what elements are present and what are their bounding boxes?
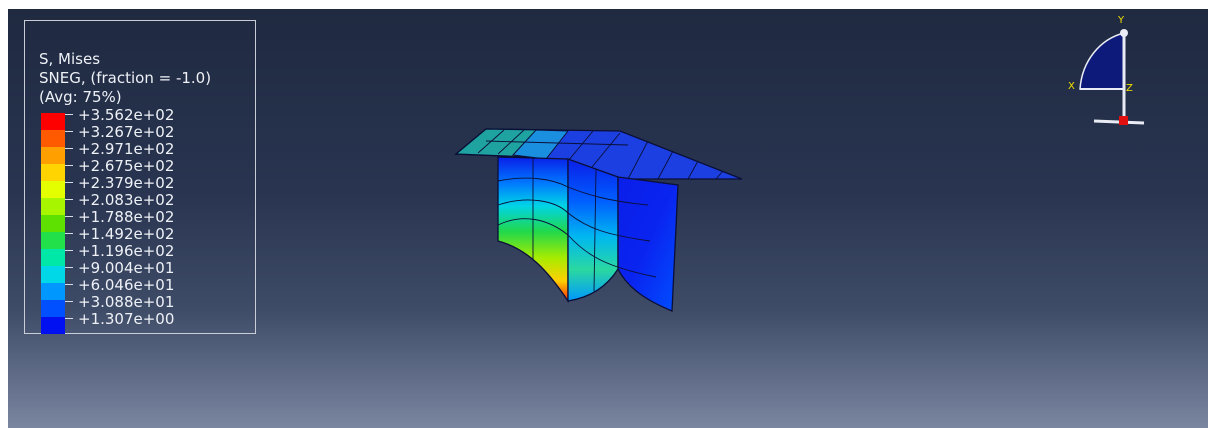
scale-color-band xyxy=(41,317,65,334)
triad-z-label: Z xyxy=(1126,83,1133,94)
scale-tick xyxy=(65,131,73,132)
scale-value-label: +2.083e+02 xyxy=(78,191,175,209)
legend-panel: S, Mises SNEG, (fraction = -1.0) (Avg: 7… xyxy=(24,20,256,334)
legend-title-field: S, Mises xyxy=(39,50,101,68)
scale-color-band xyxy=(41,181,65,198)
triad-origin-marker xyxy=(1119,116,1128,125)
scale-tick xyxy=(65,165,73,166)
scale-value-label: +9.004e+01 xyxy=(78,259,175,277)
scale-value-label: +1.307e+00 xyxy=(78,310,175,328)
scale-tick xyxy=(65,148,73,149)
scale-color-band xyxy=(41,130,65,147)
scale-tick xyxy=(65,199,73,200)
mesh-web-right xyxy=(617,176,679,312)
scale-tick xyxy=(65,114,73,115)
legend-title-step: SNEG, (fraction = -1.0) xyxy=(39,69,212,87)
scale-tick xyxy=(65,182,73,183)
triad-y-label: Y xyxy=(1117,15,1125,26)
legend-title-avg: (Avg: 75%) xyxy=(39,88,122,106)
scale-tick xyxy=(65,301,73,302)
mesh-web-mid xyxy=(567,158,619,302)
scale-value-label: +1.492e+02 xyxy=(78,225,175,243)
scale-tick xyxy=(65,267,73,268)
scale-value-label: +6.046e+01 xyxy=(78,276,175,294)
scale-value-label: +1.788e+02 xyxy=(78,208,175,226)
mesh-web-gridlines xyxy=(497,158,657,292)
scale-color-band xyxy=(41,300,65,317)
scale-color-band xyxy=(41,198,65,215)
scale-tick xyxy=(65,284,73,285)
triad-x-label: X xyxy=(1068,81,1075,92)
scale-color-band xyxy=(41,249,65,266)
scale-color-band xyxy=(41,215,65,232)
scale-color-band xyxy=(41,164,65,181)
scale-value-label: +2.675e+02 xyxy=(78,157,175,175)
scale-value-label: +2.379e+02 xyxy=(78,174,175,192)
scale-tick xyxy=(65,216,73,217)
scale-tick xyxy=(65,318,73,319)
scale-value-label: +3.267e+02 xyxy=(78,123,175,141)
scale-color-band xyxy=(41,147,65,164)
scale-value-label: +1.196e+02 xyxy=(78,242,175,260)
scale-color-band xyxy=(41,232,65,249)
scale-tick xyxy=(65,233,73,234)
model-mesh[interactable] xyxy=(8,9,1208,428)
scale-value-label: +2.971e+02 xyxy=(78,140,175,158)
scale-color-band xyxy=(41,283,65,300)
mesh-flange-gridlines xyxy=(477,129,724,180)
viewport[interactable]: S, Mises SNEG, (fraction = -1.0) (Avg: 7… xyxy=(8,9,1208,428)
scale-color-band xyxy=(41,113,65,130)
scale-color-band xyxy=(41,266,65,283)
scale-value-label: +3.088e+01 xyxy=(78,293,175,311)
scale-tick xyxy=(65,250,73,251)
triad-quarter-disc xyxy=(1079,32,1125,90)
axis-triad: Y X Z xyxy=(1068,15,1145,125)
scale-value-label: +3.562e+02 xyxy=(78,106,175,124)
